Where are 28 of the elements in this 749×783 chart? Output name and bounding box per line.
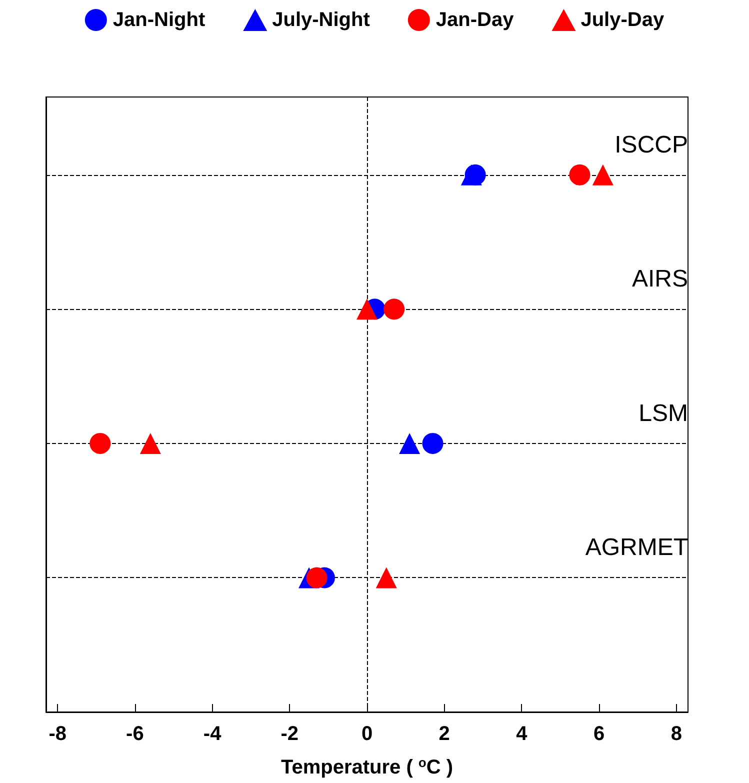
x-tick-label: 0 [361, 723, 373, 745]
point [356, 298, 378, 320]
x-tick-label: 6 [593, 723, 605, 745]
point [592, 164, 614, 186]
x-tick-label: -2 [280, 723, 299, 745]
point [384, 298, 405, 320]
point [140, 432, 161, 454]
legend-label: Jan-Night [112, 9, 206, 31]
point [460, 164, 482, 186]
legend-label: Jan-Day [436, 9, 515, 31]
point [399, 432, 420, 454]
legend-label: July-Day [580, 9, 665, 31]
x-tick-label: 4 [516, 723, 528, 745]
point [376, 567, 397, 588]
legend-label: July-Night [272, 9, 370, 31]
x-tick-label: -6 [126, 723, 144, 745]
x-tick-label: 8 [670, 723, 682, 745]
x-tick-label: -8 [48, 723, 66, 745]
y-tick-label: LSM [638, 400, 688, 427]
y-tick-label: AIRS [632, 266, 688, 293]
x-tick-label: -4 [203, 723, 222, 745]
point [306, 567, 328, 588]
point [569, 164, 590, 186]
y-tick-label: ISCCP [614, 131, 688, 158]
y-tick-label: AGRMET [585, 534, 688, 562]
point [422, 432, 444, 454]
point [90, 432, 111, 454]
x-tick-label: 2 [438, 723, 450, 745]
